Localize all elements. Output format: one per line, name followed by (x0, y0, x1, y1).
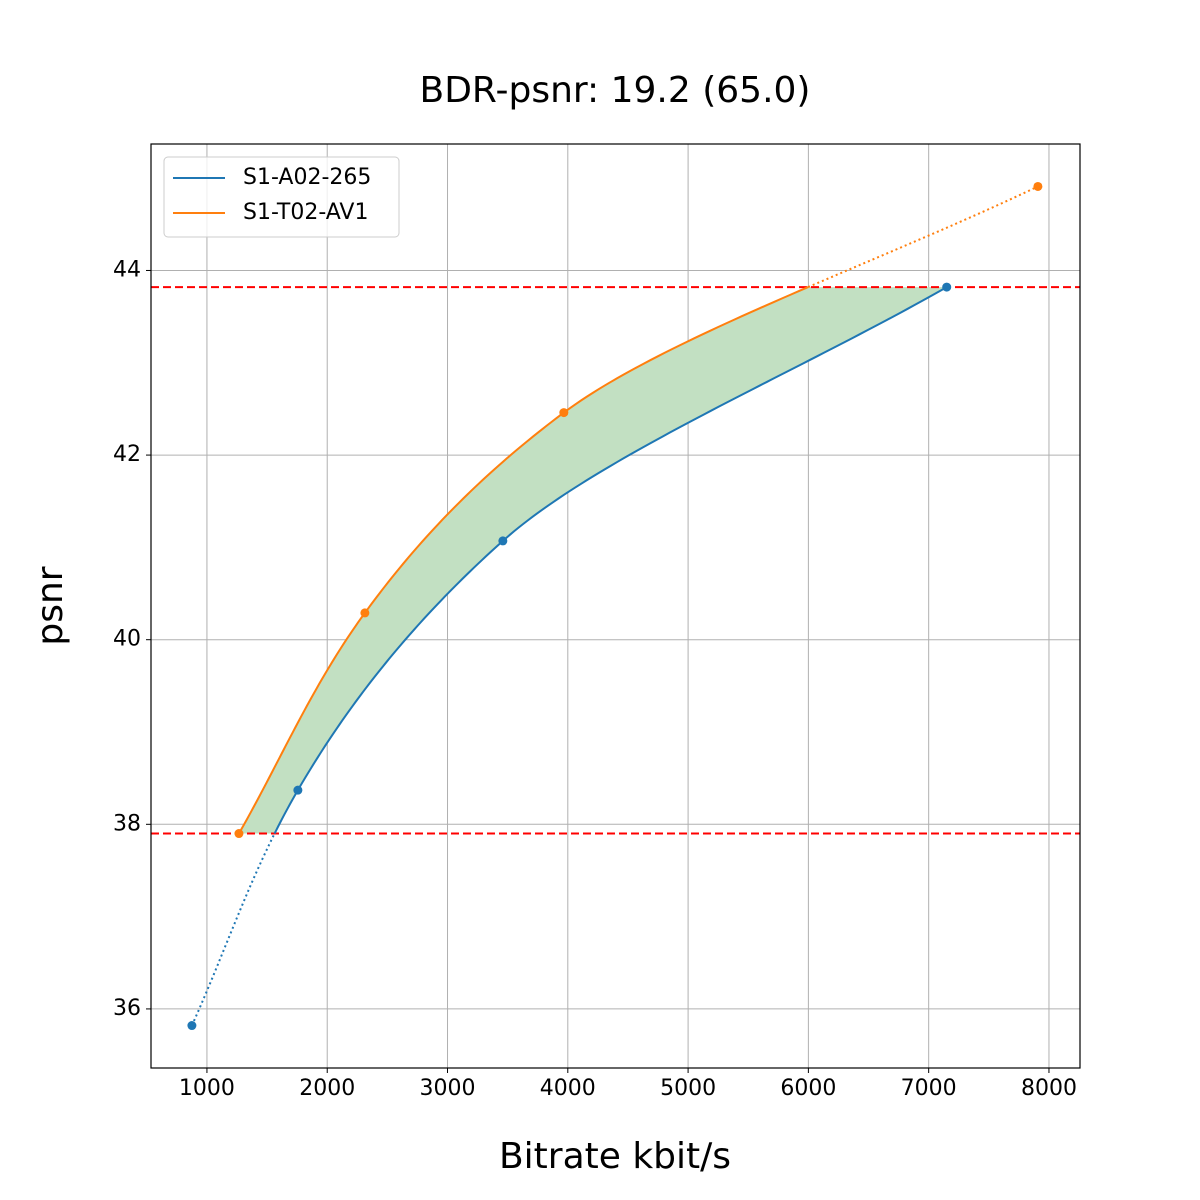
legend-label: S1-A02-265 (243, 165, 371, 190)
x-tick-label: 8000 (1021, 1076, 1077, 1101)
data-point (1033, 181, 1043, 191)
bd-area (238, 287, 947, 834)
x-tick-label: 4000 (540, 1076, 596, 1101)
legend-label: S1-T02-AV1 (243, 200, 368, 225)
x-tick-label: 2000 (299, 1076, 355, 1101)
data-point (234, 829, 244, 839)
y-tick-label: 40 (113, 627, 141, 652)
y-axis-label: psnr (30, 566, 71, 645)
curve (273, 286, 948, 834)
x-tick-label: 3000 (420, 1076, 476, 1101)
plot-frame (150, 143, 1081, 1069)
data-point (293, 785, 303, 795)
y-tick-label: 36 (113, 996, 141, 1021)
curve-extrapolated (190, 833, 276, 1026)
curve-extrapolated (807, 185, 1039, 288)
curve (238, 286, 809, 835)
x-axis-label: Bitrate kbit/s (499, 1136, 731, 1177)
data-point (498, 536, 508, 546)
x-tick-label: 5000 (660, 1076, 716, 1101)
data-point (559, 408, 569, 418)
x-tick-label: 6000 (780, 1076, 836, 1101)
x-tick-label: 1000 (179, 1076, 235, 1101)
data-point (187, 1021, 197, 1031)
data-point (942, 282, 952, 292)
y-tick-label: 42 (113, 442, 141, 467)
x-tick-label: 7000 (901, 1076, 957, 1101)
data-point (360, 608, 370, 618)
y-tick-label: 38 (113, 811, 141, 836)
chart-title: BDR-psnr: 19.2 (65.0) (420, 70, 811, 111)
y-tick-label: 44 (113, 257, 141, 282)
